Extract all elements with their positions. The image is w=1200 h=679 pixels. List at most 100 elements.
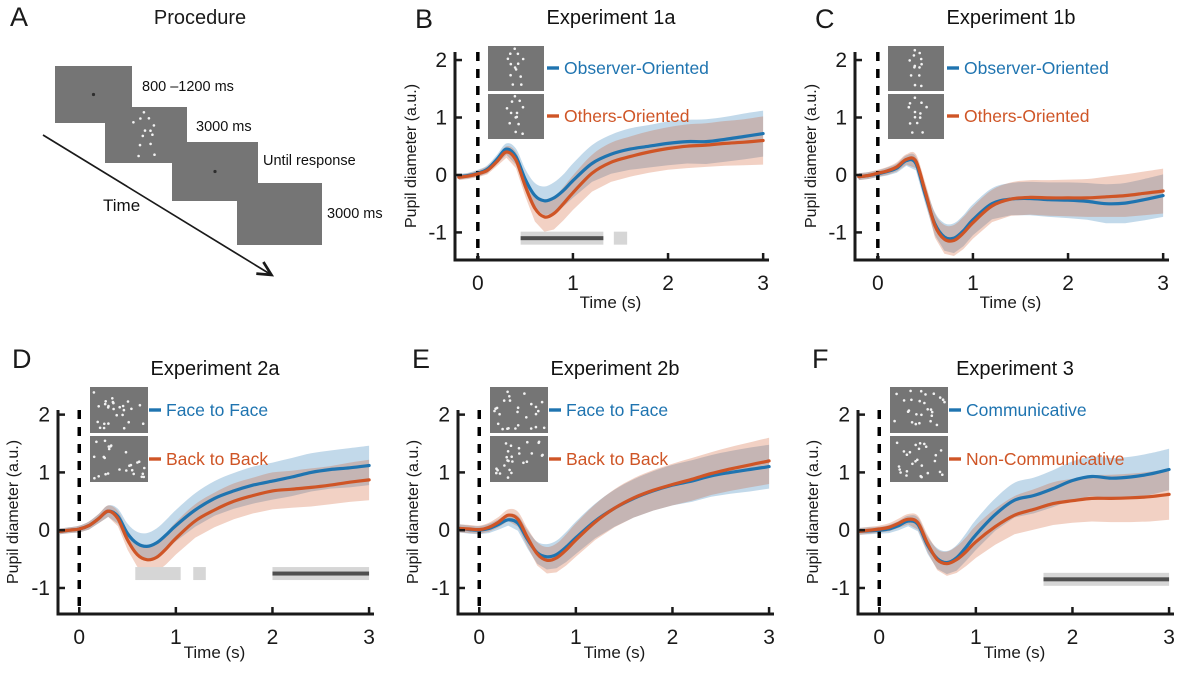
stimulus-dot xyxy=(124,450,128,454)
x-tick-label: 0 xyxy=(473,626,485,649)
x-tick-label: 2 xyxy=(667,626,679,649)
y-tick-label: 2 xyxy=(838,404,850,427)
stimulus-dot xyxy=(916,458,919,462)
stimulus-dot xyxy=(506,57,510,61)
stimulus-dot xyxy=(530,452,534,455)
y-tick-label: 2 xyxy=(435,49,447,72)
stimulus-dot xyxy=(127,420,130,424)
screen-content xyxy=(132,111,156,158)
stimulus-dot xyxy=(917,447,921,451)
stimulus-dot xyxy=(504,442,508,445)
stimulus-dot xyxy=(505,107,509,110)
stimulus-dot xyxy=(132,472,135,476)
stimulus-dot xyxy=(530,402,533,406)
x-tick-label: 0 xyxy=(872,272,884,295)
stimulus-dot xyxy=(516,406,520,409)
stimulus-dot xyxy=(918,442,922,445)
stimulus-dot xyxy=(122,426,126,430)
stimulus-dot xyxy=(930,410,934,414)
x-tick-label: 0 xyxy=(873,626,885,649)
y-axis-label: Pupil diameter (a.u.) xyxy=(5,440,22,584)
stimulus-dot xyxy=(107,447,111,451)
panel-d: D Experiment 2a 0 1 2 3 -1 0 1 2 Time (s) Pupil d… xyxy=(0,330,400,679)
series-line xyxy=(858,467,1171,565)
significance-band-light xyxy=(193,567,206,581)
stimulus-dot xyxy=(897,465,901,468)
y-tick-label: 2 xyxy=(38,404,50,427)
panel-letter-c: C xyxy=(815,4,835,34)
stimulus-dot xyxy=(912,54,916,57)
stimulus-dot xyxy=(537,409,540,413)
stimulus-dot xyxy=(495,467,498,470)
stimulus-dot xyxy=(143,466,146,470)
stimulus-dot xyxy=(141,472,145,476)
x-axis-label: Time (s) xyxy=(584,643,646,662)
stimulus-dot xyxy=(920,84,923,88)
chart-title-b: Experiment 1a xyxy=(546,7,676,29)
y-axis-label: Pupil diameter (a.u.) xyxy=(405,440,422,584)
chart-title-e: Experiment 2b xyxy=(550,358,680,380)
significance-band-light xyxy=(135,567,181,581)
stimulus-dot xyxy=(514,130,517,134)
stimulus-dot xyxy=(103,439,107,443)
stimulus-dot xyxy=(920,62,923,66)
stimulus-dot xyxy=(142,111,146,114)
stimulus-dot xyxy=(126,400,130,403)
y-tick-label: 0 xyxy=(438,519,450,542)
stimulus-dot xyxy=(902,450,906,453)
y-tick-label: 1 xyxy=(435,107,447,130)
stimulus-dot xyxy=(909,74,913,77)
stimulus-dot xyxy=(519,75,522,78)
stimulus-dot xyxy=(910,421,914,424)
stimulus-dot xyxy=(914,443,917,447)
legend-label: Communicative xyxy=(966,400,1087,420)
fixation-dot xyxy=(213,169,217,174)
panel-letter-e: E xyxy=(412,344,431,374)
stimulus-dot xyxy=(920,475,923,479)
stimulus-dot xyxy=(508,468,511,472)
stimulus-dot xyxy=(511,460,514,463)
stimulus-dot xyxy=(501,427,504,431)
stimulus-dot xyxy=(521,132,524,135)
stimulus-dot xyxy=(103,422,106,426)
x-axis-label: Time (s) xyxy=(184,643,246,662)
screen-duration-label-1: 800 –1200 ms xyxy=(142,79,234,95)
stimulus-dot xyxy=(919,57,923,61)
x-tick-label: 3 xyxy=(1163,626,1175,649)
panel-letter-f: F xyxy=(812,344,829,374)
stimulus-dot xyxy=(102,455,106,459)
y-tick-label: 0 xyxy=(838,519,850,542)
time-arrow xyxy=(42,134,275,277)
stimulus-dot xyxy=(516,410,519,414)
x-tick-label: 0 xyxy=(472,272,484,295)
stimulus-dot xyxy=(914,422,918,426)
screen-duration-label-2: 3000 ms xyxy=(196,119,252,135)
legend-label: Face to Face xyxy=(166,400,268,420)
stimulus-dot xyxy=(138,403,142,407)
stimulus-dot xyxy=(140,475,144,479)
stimulus-dot xyxy=(508,399,512,402)
stimulus-dot xyxy=(509,111,513,115)
stimulus-dot xyxy=(125,469,128,472)
x-tick-label: 3 xyxy=(1157,272,1169,295)
stimulus-inset xyxy=(888,46,944,91)
stimulus-dot xyxy=(913,48,917,52)
stimulus-dot xyxy=(929,419,932,423)
stimulus-dot xyxy=(141,134,145,138)
stimulus-dot xyxy=(141,422,145,425)
stimulus-dot xyxy=(911,462,914,466)
error-band xyxy=(858,151,1164,256)
panel-letter-a: A xyxy=(10,2,29,32)
series-line xyxy=(458,459,771,563)
stimulus-dot xyxy=(514,68,518,71)
legend-label: Face to Face xyxy=(566,400,668,420)
stimulus-dot xyxy=(921,131,924,134)
x-tick-label: 3 xyxy=(757,272,769,295)
stimulus-dot xyxy=(506,476,510,479)
stimulus-dot xyxy=(905,474,908,477)
stimulus-dot xyxy=(925,105,928,109)
y-tick-label: -1 xyxy=(31,577,50,600)
stimulus-dot xyxy=(493,409,496,413)
chart-c: 0 1 2 3 -1 0 1 2 Time (s) Pupil diameter (a.u.) Ob… xyxy=(803,46,1169,312)
